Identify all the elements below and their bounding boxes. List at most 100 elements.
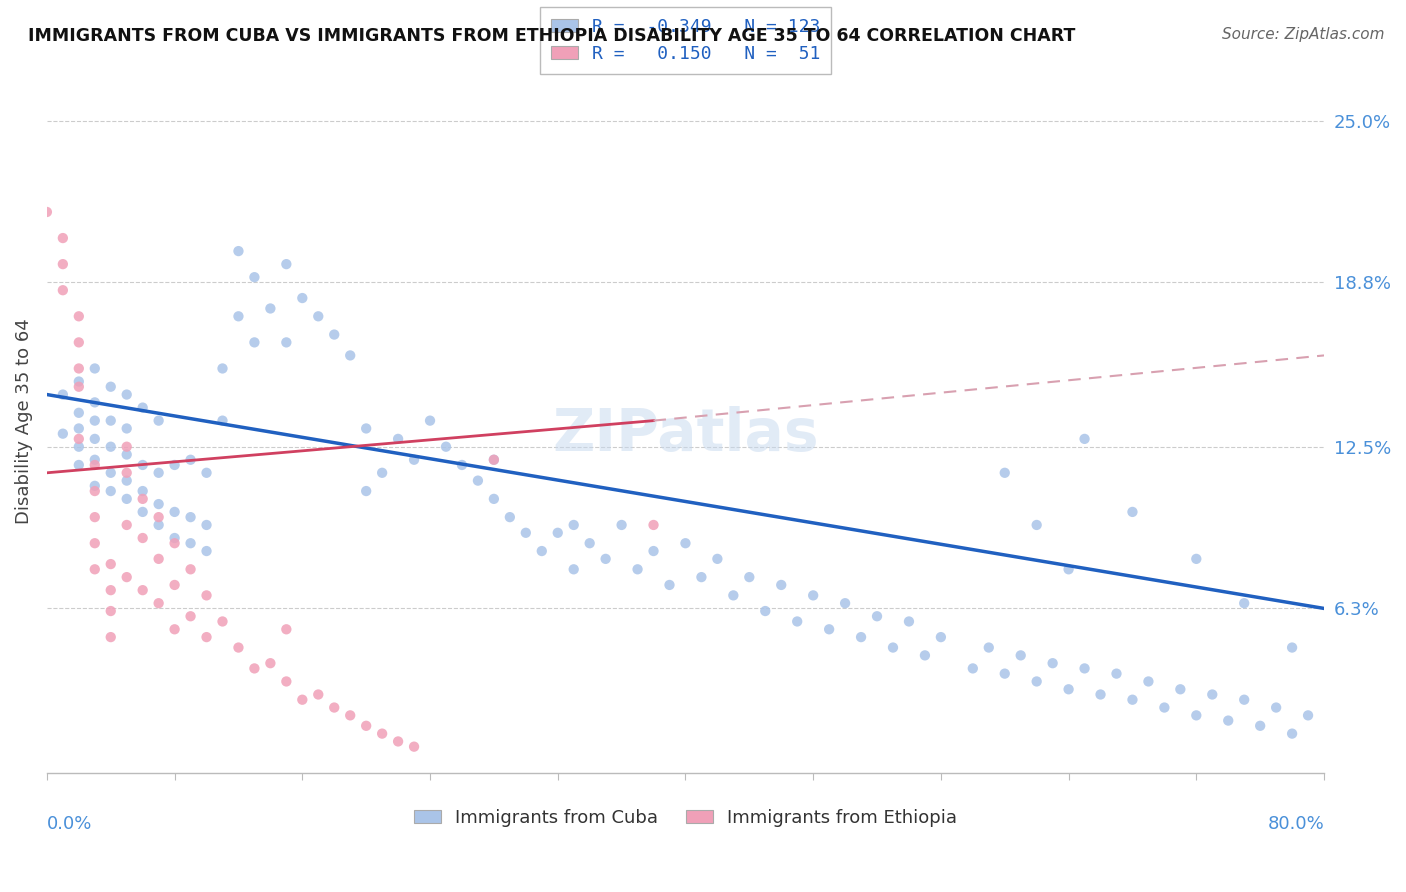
- Text: ZIPatlas: ZIPatlas: [553, 406, 818, 463]
- Point: [387, 432, 409, 446]
- Point: [83, 510, 105, 524]
- Point: [228, 310, 250, 324]
- Point: [1090, 688, 1112, 702]
- Point: [849, 630, 872, 644]
- Point: [148, 510, 170, 524]
- Point: [1073, 661, 1095, 675]
- Point: [977, 640, 1000, 655]
- Point: [100, 466, 122, 480]
- Point: [1185, 708, 1208, 723]
- Point: [52, 283, 75, 297]
- Point: [276, 335, 298, 350]
- Point: [115, 518, 138, 533]
- Point: [482, 452, 505, 467]
- Point: [1265, 700, 1288, 714]
- Point: [115, 440, 138, 454]
- Point: [1218, 714, 1240, 728]
- Point: [929, 630, 952, 644]
- Text: IMMIGRANTS FROM CUBA VS IMMIGRANTS FROM ETHIOPIA DISABILITY AGE 35 TO 64 CORRELA: IMMIGRANTS FROM CUBA VS IMMIGRANTS FROM …: [28, 27, 1076, 45]
- Point: [1170, 682, 1192, 697]
- Point: [100, 557, 122, 571]
- Point: [195, 466, 218, 480]
- Point: [1233, 596, 1256, 610]
- Point: [1296, 708, 1319, 723]
- Point: [1057, 562, 1080, 576]
- Point: [67, 458, 90, 472]
- Point: [148, 466, 170, 480]
- Point: [148, 497, 170, 511]
- Point: [354, 484, 377, 499]
- Point: [67, 432, 90, 446]
- Point: [52, 231, 75, 245]
- Point: [291, 291, 314, 305]
- Point: [1073, 432, 1095, 446]
- Text: 0.0%: 0.0%: [46, 815, 93, 833]
- Point: [148, 518, 170, 533]
- Point: [562, 562, 585, 576]
- Point: [882, 640, 904, 655]
- Point: [148, 596, 170, 610]
- Point: [434, 440, 457, 454]
- Point: [723, 588, 745, 602]
- Point: [131, 505, 153, 519]
- Point: [163, 531, 186, 545]
- Point: [1281, 640, 1303, 655]
- Point: [339, 348, 361, 362]
- Point: [83, 479, 105, 493]
- Point: [1137, 674, 1160, 689]
- Point: [259, 656, 281, 670]
- Point: [83, 432, 105, 446]
- Point: [83, 395, 105, 409]
- Point: [228, 244, 250, 258]
- Point: [100, 414, 122, 428]
- Point: [562, 518, 585, 533]
- Point: [131, 458, 153, 472]
- Point: [163, 458, 186, 472]
- Point: [67, 361, 90, 376]
- Point: [67, 421, 90, 435]
- Point: [834, 596, 856, 610]
- Point: [148, 414, 170, 428]
- Point: [323, 700, 346, 714]
- Point: [738, 570, 761, 584]
- Point: [52, 426, 75, 441]
- Point: [180, 452, 202, 467]
- Point: [339, 708, 361, 723]
- Text: Source: ZipAtlas.com: Source: ZipAtlas.com: [1222, 27, 1385, 42]
- Point: [115, 387, 138, 401]
- Point: [818, 622, 841, 636]
- Point: [195, 544, 218, 558]
- Point: [354, 421, 377, 435]
- Point: [100, 583, 122, 598]
- Point: [131, 491, 153, 506]
- Point: [276, 622, 298, 636]
- Point: [131, 484, 153, 499]
- Point: [259, 301, 281, 316]
- Point: [83, 536, 105, 550]
- Point: [371, 466, 394, 480]
- Point: [83, 484, 105, 499]
- Point: [307, 688, 329, 702]
- Point: [67, 440, 90, 454]
- Point: [52, 387, 75, 401]
- Point: [387, 734, 409, 748]
- Point: [1010, 648, 1032, 663]
- Point: [547, 525, 569, 540]
- Y-axis label: Disability Age 35 to 64: Disability Age 35 to 64: [15, 318, 32, 524]
- Point: [1153, 700, 1175, 714]
- Point: [163, 505, 186, 519]
- Point: [291, 692, 314, 706]
- Point: [211, 361, 233, 376]
- Point: [131, 531, 153, 545]
- Point: [467, 474, 489, 488]
- Point: [897, 615, 920, 629]
- Point: [499, 510, 522, 524]
- Point: [211, 414, 233, 428]
- Point: [482, 491, 505, 506]
- Point: [115, 448, 138, 462]
- Point: [962, 661, 984, 675]
- Point: [180, 562, 202, 576]
- Point: [1249, 719, 1271, 733]
- Point: [690, 570, 713, 584]
- Point: [276, 674, 298, 689]
